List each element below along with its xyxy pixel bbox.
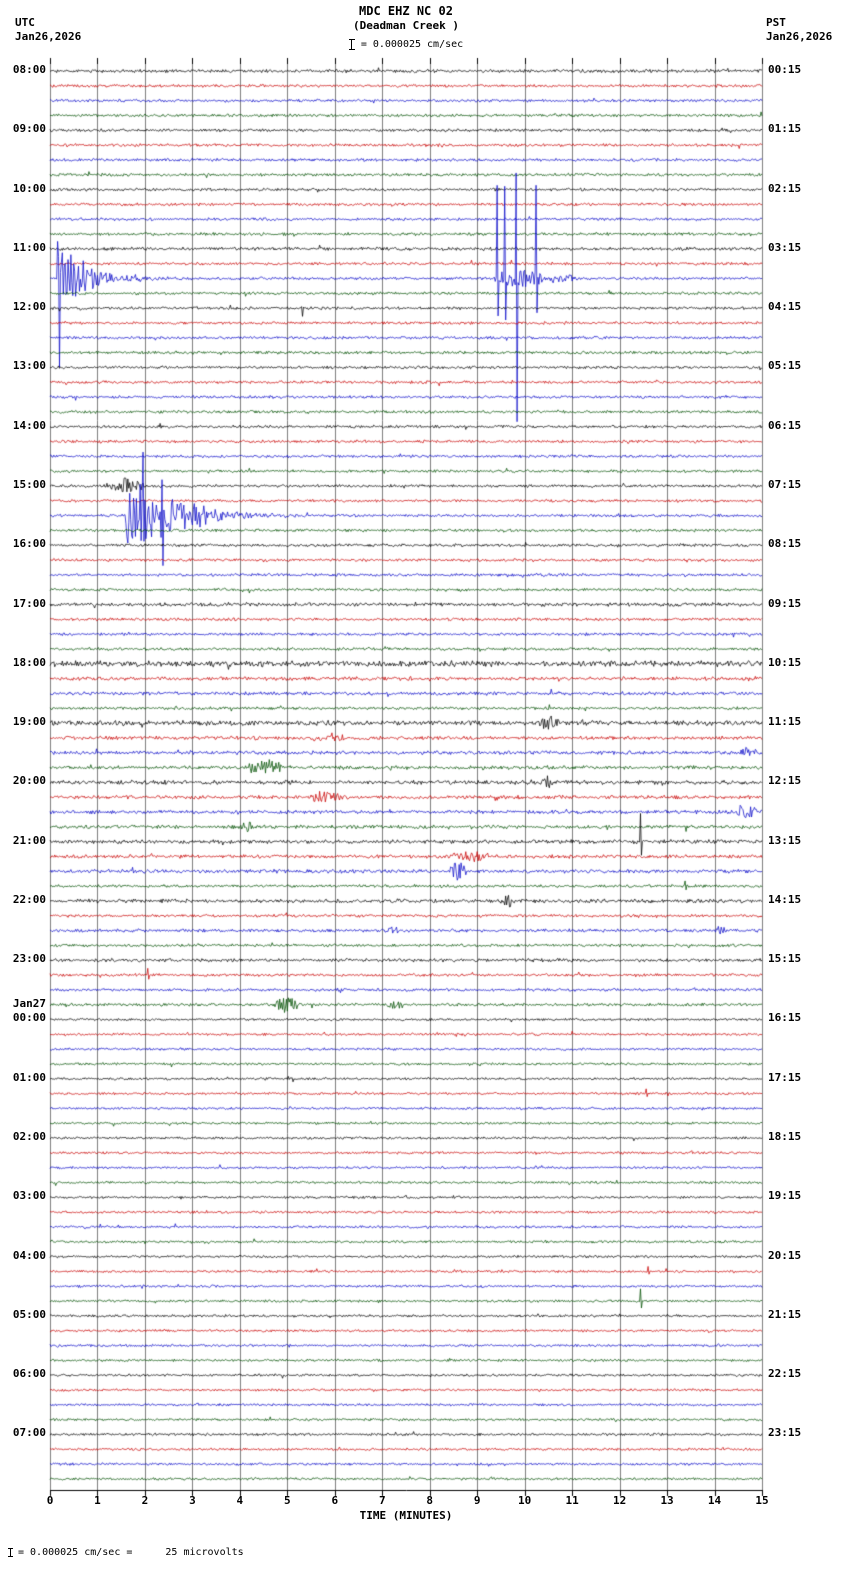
left-hour-label: 16:00 (12, 537, 46, 551)
left-hour-label: 05:00 (12, 1307, 46, 1321)
right-hour-label: 08:15 (768, 537, 802, 551)
x-axis-title: TIME (MINUTES) (359, 1509, 453, 1522)
left-hour-label: 17:00 (12, 596, 46, 610)
utc-date: Jan26,2026 (15, 30, 82, 43)
x-tick-label: 15 (755, 1494, 769, 1507)
x-tick-label: 13 (660, 1494, 674, 1507)
right-hour-label: 00:15 (768, 63, 802, 76)
left-hour-label: 00:00 (12, 1011, 46, 1025)
left-hour-label: 20:00 (12, 774, 46, 788)
station-title: MDC EHZ NC 02 (359, 4, 453, 18)
right-hour-label: 04:15 (768, 300, 802, 314)
left-date-label: Jan27 (12, 997, 46, 1011)
left-hour-label: 07:00 (12, 1426, 46, 1440)
right-hour-label: 11:15 (768, 715, 802, 729)
pst-tz-label: PST (766, 16, 786, 29)
left-hour-label: 11:00 (12, 240, 46, 254)
left-hour-label: 22:00 (12, 892, 46, 906)
scale-note-text: = 0.000025 cm/sec (360, 39, 464, 50)
right-hour-label: 20:15 (768, 1248, 802, 1262)
x-tick-label: 1 (94, 1494, 101, 1507)
right-hour-label: 05:15 (768, 359, 802, 373)
utc-tz-label: UTC (15, 16, 35, 29)
right-hour-label: 09:15 (768, 596, 802, 610)
x-tick-label: 14 (707, 1494, 722, 1507)
left-hour-label: 19:00 (12, 715, 46, 729)
left-hour-label: 03:00 (12, 1189, 46, 1203)
left-hour-label: 13:00 (12, 359, 46, 373)
left-hour-label: 23:00 (12, 952, 46, 966)
left-hour-label: 10:00 (12, 181, 46, 195)
x-tick-label: 10 (518, 1494, 532, 1507)
left-hour-label: 12:00 (12, 300, 46, 314)
x-tick-label: 4 (236, 1494, 244, 1507)
footer-volts-text: 25 microvolts (165, 1547, 244, 1558)
left-hour-label: 09:00 (12, 122, 46, 136)
x-tick-label: 7 (378, 1494, 386, 1507)
left-hour-label: 06:00 (12, 1367, 46, 1381)
left-hour-label: 21:00 (12, 833, 46, 847)
station-subtitle: (Deadman Creek ) (353, 19, 459, 32)
left-hour-label: 15:00 (12, 477, 46, 491)
left-hour-label: 04:00 (12, 1248, 46, 1262)
right-hour-label: 06:15 (768, 418, 802, 432)
x-tick-label: 0 (46, 1494, 54, 1507)
x-axis-tick-labels: 0 1 2 3 4 5 6 7 8 9 10 11 12 13 14 15 (0, 1494, 850, 1508)
right-hour-label: 10:15 (768, 655, 802, 669)
right-hour-label: 22:15 (768, 1367, 802, 1381)
scale-bar-icon (348, 39, 355, 50)
x-tick-label: 8 (426, 1494, 434, 1507)
left-hour-label: 18:00 (12, 655, 46, 669)
x-tick-label: 2 (141, 1494, 149, 1507)
left-hour-label: 08:00 (12, 63, 46, 76)
right-hour-label: 15:15 (768, 952, 802, 966)
utc-header: UTC Jan26,2026 (15, 16, 81, 44)
x-tick-label: 12 (612, 1494, 627, 1507)
footer-scale-note: = 0.000025 cm/sec = 25 microvolts (8, 1547, 244, 1558)
right-hour-label: 23:15 (768, 1426, 802, 1440)
right-hour-label: 16:15 (768, 1011, 802, 1025)
x-tick-label: 11 (565, 1494, 579, 1507)
x-tick-label: 9 (473, 1494, 481, 1507)
right-hour-label: 13:15 (768, 833, 802, 847)
right-hour-label: 07:15 (768, 477, 802, 491)
left-hour-label: 02:00 (12, 1130, 46, 1144)
pst-header: PST Jan26,2026 (766, 16, 832, 44)
x-tick-label: 6 (331, 1494, 339, 1507)
left-hour-label: 01:00 (12, 1070, 46, 1084)
right-hour-label: 02:15 (768, 181, 802, 195)
right-hour-label: 03:15 (768, 240, 802, 254)
right-hour-label: 19:15 (768, 1189, 802, 1203)
pst-date: Jan26,2026 (766, 30, 833, 43)
scale-note: = 0.000025 cm/sec (0, 39, 812, 50)
right-hour-label: 12:15 (768, 774, 802, 788)
plot-title-block: MDC EHZ NC 02 (Deadman Creek ) = 0.00002… (0, 4, 812, 50)
footer-scale-text: = 0.000025 cm/sec = (18, 1547, 133, 1558)
right-hour-label: 17:15 (768, 1070, 802, 1084)
right-hour-label: 18:15 (768, 1130, 802, 1144)
footer-scale-bar-icon (8, 1548, 13, 1557)
x-tick-label: 5 (284, 1494, 291, 1507)
right-hour-label: 01:15 (768, 122, 802, 136)
x-tick-label: 3 (189, 1494, 196, 1507)
right-hour-label: 14:15 (768, 892, 802, 906)
left-hour-label: 14:00 (12, 418, 46, 432)
right-hour-label: 21:15 (768, 1307, 802, 1321)
